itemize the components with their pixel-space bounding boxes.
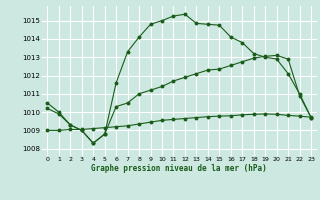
X-axis label: Graphe pression niveau de la mer (hPa): Graphe pression niveau de la mer (hPa) (91, 164, 267, 173)
